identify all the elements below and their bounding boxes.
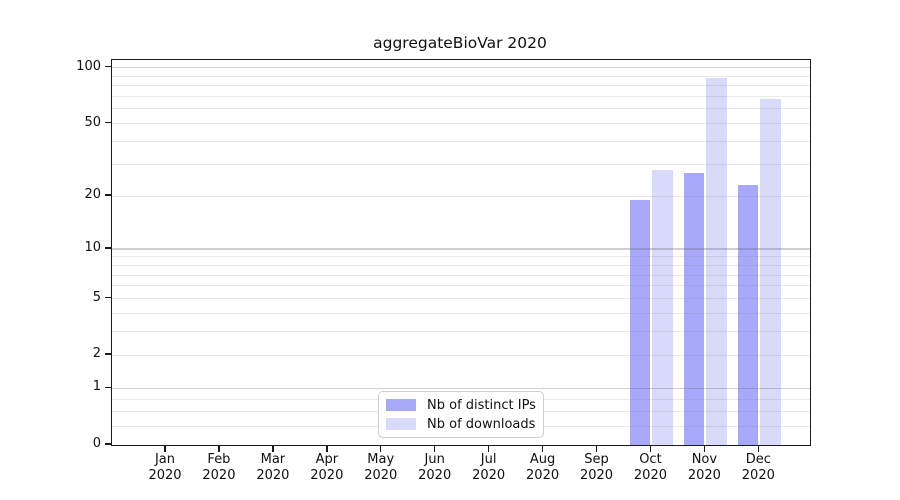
distinct-ips-swatch-icon [386,399,416,411]
gridline-minor [112,140,810,142]
gridline-minor [112,274,810,276]
gridline-minor [112,85,810,87]
x-tick-mark [487,445,490,452]
bar-distinct-ips [737,185,758,445]
gridline-minor [112,75,810,77]
legend-label-downloads: Nb of downloads [427,416,536,432]
x-tick-mark [703,445,706,452]
gridline-major [112,67,810,69]
x-tick-mark [380,445,382,452]
y-tick-label: 20 [84,187,101,203]
x-tick-label: Dec 2020 [741,452,775,483]
y-tick-mark [105,194,111,196]
gridline-minor [112,331,810,333]
legend-item-downloads: Nb of downloads [386,416,536,432]
gridline-minor [112,312,810,314]
x-tick-mark [434,445,436,452]
y-tick-mark [105,296,111,299]
bar-downloads [651,169,674,445]
legend: Nb of distinct IPs Nb of downloads [378,391,544,438]
x-tick-mark [541,445,544,452]
x-tick-mark [272,445,274,452]
y-tick-mark [105,386,111,389]
y-tick-label: 5 [92,289,101,305]
gridline-minor [112,123,810,125]
downloads-swatch-icon [386,418,416,430]
gridline-minor [112,108,810,110]
bar-distinct-ips [629,200,650,445]
legend-label-distinct-ips: Nb of distinct IPs [427,397,536,413]
gridline-minor [112,163,810,165]
x-tick-mark [595,445,598,452]
legend-item-distinct-ips: Nb of distinct IPs [386,397,536,413]
x-tick-mark [164,445,166,452]
x-tick-mark [326,445,328,452]
y-tick-mark [105,353,111,355]
bar-distinct-ips [683,172,704,445]
gridline-minor [112,354,810,356]
x-tick-label: Sep 2020 [579,452,614,483]
x-tick-label: May 2020 [364,452,398,483]
y-tick-label: 10 [84,239,101,255]
y-tick-mark [105,443,111,445]
x-tick-label: Aug 2020 [526,452,560,483]
x-tick-label: Nov 2020 [687,452,721,483]
x-tick-label: Jun 2020 [418,452,452,483]
y-tick-mark [105,247,111,249]
x-tick-mark [218,445,220,452]
gridline-minor [112,256,810,258]
gridline-minor [112,195,810,197]
y-tick-mark [105,121,111,124]
chart-title: aggregateBioVar 2020 [373,34,547,52]
x-tick-label: Jul 2020 [472,452,506,483]
gridline-major [112,248,810,250]
x-tick-label: Apr 2020 [310,452,344,483]
x-tick-label: Oct 2020 [633,452,667,483]
y-tick-label: 1 [92,379,101,395]
x-tick-mark [649,445,652,452]
x-tick-label: Mar 2020 [256,452,290,483]
gridline-major [112,387,810,390]
x-tick-label: Jan 2020 [148,452,182,483]
plot-canvas [112,60,810,445]
plot-area [111,59,811,446]
bar-downloads [759,98,781,445]
gridline-minor [112,285,810,287]
y-tick-label: 100 [76,58,101,74]
x-tick-label: Feb 2020 [202,452,236,483]
gridline-minor [112,264,810,266]
y-tick-label: 50 [84,114,101,130]
bar-downloads [705,78,727,445]
gridline-minor [112,96,810,98]
y-tick-label: 2 [92,346,101,362]
y-tick-mark [105,66,111,68]
x-tick-mark [757,445,760,452]
gridline-minor [112,298,810,300]
y-tick-label: 0 [92,436,101,451]
